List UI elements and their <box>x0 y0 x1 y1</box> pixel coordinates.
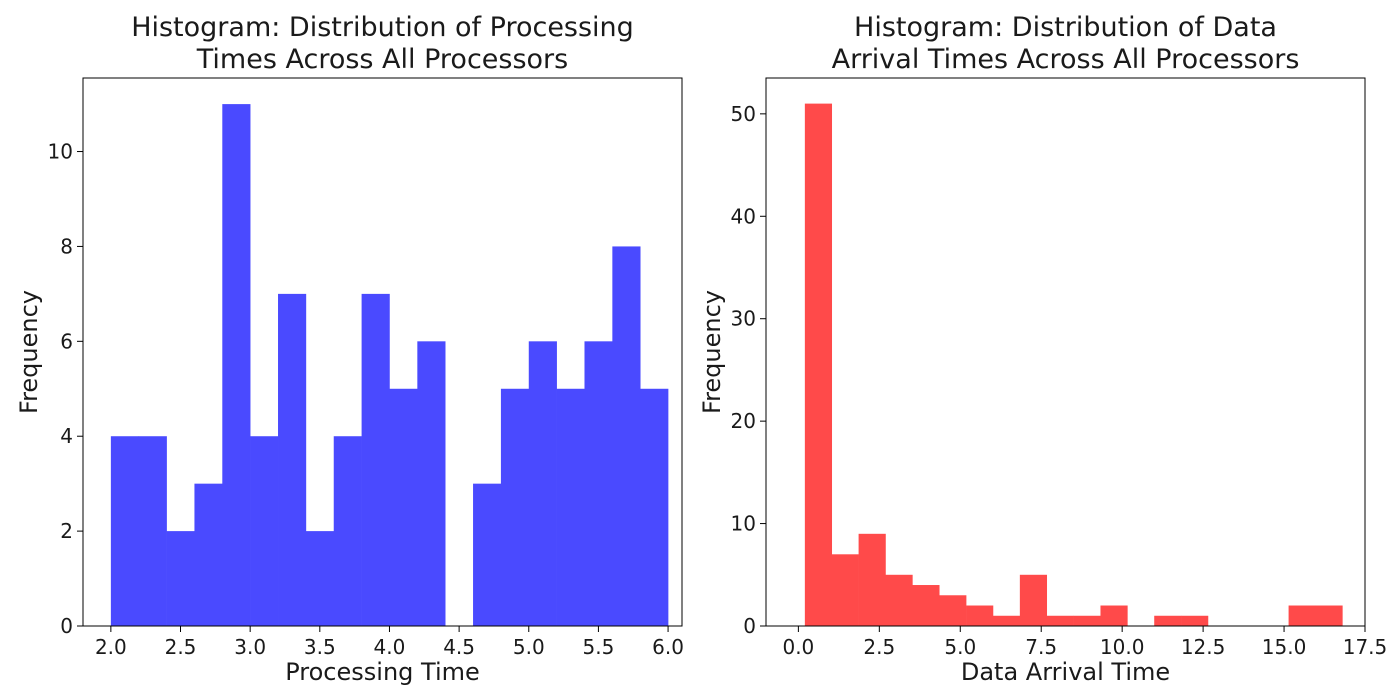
processing-x-tick-label: 4.5 <box>443 635 475 659</box>
arrival-y-tick-label: 30 <box>731 307 756 331</box>
arrival-chart-title-line-1: Histogram: Distribution of Data <box>854 12 1277 43</box>
arrival-y-tick-label: 20 <box>731 409 756 433</box>
processing-bar-3 <box>194 483 223 626</box>
arrival-bar-9 <box>1046 615 1074 626</box>
arrival-bar-19 <box>1315 605 1343 626</box>
processing-x-tick-label: 3.0 <box>234 635 266 659</box>
processing-y-axis-label: Frequency <box>15 290 43 414</box>
processing-y-tick-label: 2 <box>60 519 73 543</box>
arrival-bar-0 <box>804 103 833 627</box>
arrival-bar-18 <box>1288 605 1316 626</box>
processing-x-tick-label: 4.0 <box>374 635 406 659</box>
processing-x-axis-label: Processing Time <box>285 658 480 686</box>
processing-bar-18 <box>612 246 641 626</box>
arrival-y-axis-label: Frequency <box>698 290 726 414</box>
processing-bar-13 <box>473 483 502 626</box>
arrival-axes-frame <box>765 77 1366 627</box>
arrival-bar-8 <box>1019 574 1048 626</box>
processing-x-tick-label: 2.5 <box>165 635 197 659</box>
processing-bar-11 <box>417 341 446 626</box>
arrival-bar-7 <box>992 615 1021 626</box>
arrival-bar-11 <box>1100 605 1128 626</box>
arrival-y-tick-label: 40 <box>731 204 756 228</box>
processing-bar-4 <box>222 104 251 627</box>
arrival-bar-4 <box>912 585 940 626</box>
processing-y-tick-label: 10 <box>48 140 73 164</box>
arrival-x-tick-label: 0.0 <box>782 635 814 659</box>
processing-bar-17 <box>584 341 613 626</box>
processing-bar-14 <box>500 388 530 626</box>
processing-x-tick-label: 3.5 <box>304 635 336 659</box>
arrival-x-tick-label: 7.5 <box>1025 635 1057 659</box>
processing-y-tick-label: 4 <box>60 424 73 448</box>
arrival-x-tick-label: 17.5 <box>1343 635 1388 659</box>
processing-bar-1 <box>138 436 167 626</box>
processing-y-tick-label: 6 <box>60 329 73 353</box>
processing-bar-2 <box>166 531 195 626</box>
processing-bar-7 <box>305 531 335 626</box>
arrival-y-tick-label: 50 <box>731 102 756 126</box>
processing-chart-title-line-2: Times Across All Processors <box>196 44 568 75</box>
arrival-chart-title-line-2: Arrival Times Across All Processors <box>832 44 1300 75</box>
arrival-bar-14 <box>1181 615 1209 626</box>
processing-bar-6 <box>278 293 307 626</box>
arrival-bar-1 <box>831 554 859 626</box>
processing-bar-16 <box>556 388 585 626</box>
arrival-x-tick-label: 15.0 <box>1262 635 1307 659</box>
arrival-bar-6 <box>966 605 994 626</box>
processing-bar-19 <box>640 388 669 626</box>
processing-x-tick-label: 5.0 <box>513 635 545 659</box>
arrival-x-tick-label: 10.0 <box>1100 635 1145 659</box>
processing-chart-title-line-1: Histogram: Distribution of Processing <box>131 12 634 43</box>
processing-bar-0 <box>110 436 140 626</box>
arrival-x-tick-label: 5.0 <box>944 635 976 659</box>
processing-bar-10 <box>389 388 418 626</box>
arrival-bar-10 <box>1073 615 1101 626</box>
processing-x-tick-label: 2.0 <box>95 635 127 659</box>
arrival-x-tick-label: 12.5 <box>1181 635 1226 659</box>
arrival-bar-13 <box>1154 615 1182 626</box>
processing-y-tick-label: 0 <box>60 614 73 638</box>
processing-bar-9 <box>361 293 390 626</box>
processing-y-tick-label: 8 <box>60 234 73 258</box>
arrival-x-axis-label: Data Arrival Time <box>961 658 1170 686</box>
arrival-bar-2 <box>858 533 886 626</box>
processing-axes-frame <box>82 77 683 627</box>
processing-bar-15 <box>528 341 557 626</box>
processing-bar-5 <box>250 436 279 626</box>
arrival-bar-3 <box>885 574 913 626</box>
processing-x-tick-label: 5.5 <box>583 635 615 659</box>
arrival-x-tick-label: 2.5 <box>863 635 895 659</box>
processing-x-tick-label: 6.0 <box>652 635 684 659</box>
arrival-y-tick-label: 10 <box>731 512 756 536</box>
arrival-y-tick-label: 0 <box>743 614 756 638</box>
arrival-bar-5 <box>939 595 967 626</box>
processing-bar-8 <box>333 436 362 626</box>
